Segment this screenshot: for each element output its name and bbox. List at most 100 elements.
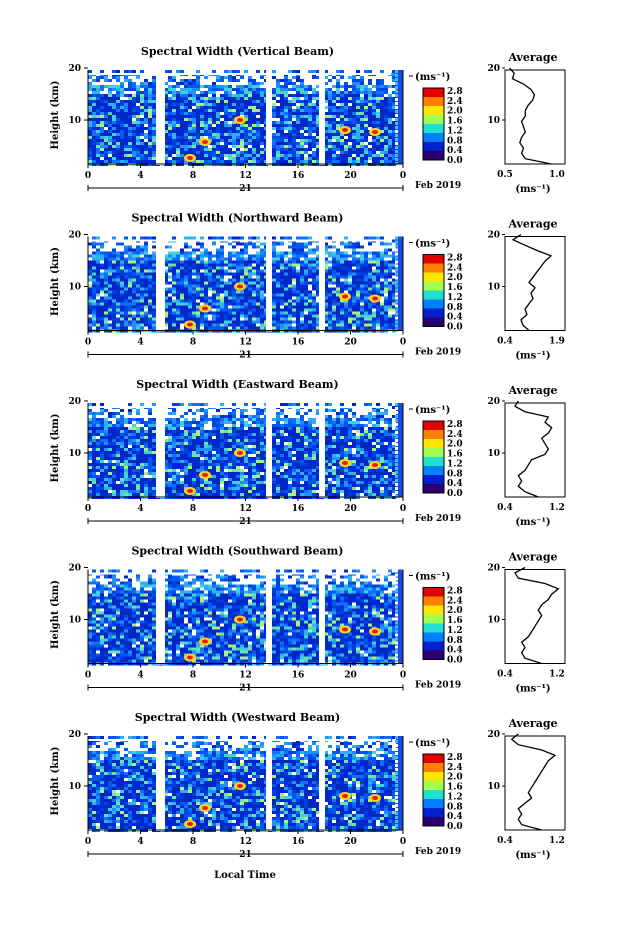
heatmap-cell bbox=[204, 151, 208, 154]
heatmap-cell bbox=[356, 257, 360, 261]
heatmap-cell bbox=[276, 148, 280, 151]
heatmap-cell bbox=[244, 112, 248, 115]
heatmap-cell bbox=[260, 82, 264, 85]
heatmap-cell bbox=[188, 85, 192, 88]
heatmap-cell bbox=[256, 127, 260, 130]
heatmap-cell bbox=[260, 278, 264, 282]
heatmap-cell bbox=[392, 112, 396, 115]
heatmap-cell bbox=[324, 112, 328, 115]
heatmap-cell bbox=[380, 109, 384, 112]
heatmap-cell bbox=[308, 272, 312, 276]
heatmap-cell bbox=[260, 269, 264, 273]
heatmap-cell bbox=[332, 130, 336, 133]
heatmap-cell bbox=[284, 97, 288, 100]
heatmap-cell bbox=[236, 299, 240, 303]
heatmap-cell bbox=[364, 278, 368, 282]
heatmap-cell bbox=[180, 317, 184, 321]
heatmap-cell bbox=[300, 148, 304, 151]
heatmap-cell bbox=[376, 97, 380, 100]
heatmap-cell bbox=[388, 157, 392, 160]
heatmap-cell bbox=[388, 278, 392, 282]
heatmap-cell bbox=[144, 154, 148, 157]
heatmap-cell bbox=[164, 139, 168, 142]
heatmap-cell bbox=[136, 242, 140, 246]
heatmap-cell bbox=[112, 305, 116, 309]
heatmap-cell bbox=[128, 79, 132, 82]
heatmap-cell bbox=[224, 115, 228, 118]
heatmap-cell bbox=[316, 112, 320, 115]
heatmap-cell bbox=[356, 130, 360, 133]
heatmap-cell bbox=[256, 91, 260, 94]
heatmap-cell bbox=[180, 145, 184, 148]
heatmap-cell bbox=[212, 269, 216, 273]
heatmap-cell bbox=[240, 257, 244, 261]
heatmap-cell bbox=[236, 112, 240, 115]
heatmap-cell bbox=[364, 269, 368, 273]
heatmap-cell bbox=[300, 103, 304, 106]
heatmap-cell bbox=[308, 127, 312, 130]
heatmap-cell bbox=[148, 121, 152, 124]
heatmap-cell bbox=[340, 115, 344, 118]
heatmap-cell bbox=[124, 236, 128, 240]
heatmap-cell bbox=[276, 94, 280, 97]
heatmap-cell bbox=[232, 305, 236, 309]
x-tick-label: 12 bbox=[239, 171, 252, 181]
heatmap-cell bbox=[308, 142, 312, 145]
heatmap-cell bbox=[308, 263, 312, 267]
heatmap-cell bbox=[276, 70, 280, 73]
heatmap-cell bbox=[148, 139, 152, 142]
heatmap-cell bbox=[328, 242, 332, 246]
heatmap-cell bbox=[120, 118, 124, 121]
heatmap-cell bbox=[392, 151, 396, 154]
heatmap-cell bbox=[292, 121, 296, 124]
heatmap-cell bbox=[248, 248, 252, 252]
heatmap-cell bbox=[224, 284, 228, 288]
heatmap-cell bbox=[120, 106, 124, 109]
heatmap-cell bbox=[316, 245, 320, 249]
heatmap-cell bbox=[360, 151, 364, 154]
heatmap-cell bbox=[280, 127, 284, 130]
heatmap-cell bbox=[276, 112, 280, 115]
heatmap-cell bbox=[308, 326, 312, 330]
heatmap-cell bbox=[364, 145, 368, 148]
heatmap-cell bbox=[144, 257, 148, 261]
heatmap-cell bbox=[248, 266, 252, 270]
heatmap-cell bbox=[328, 302, 332, 306]
heatmap-cell bbox=[260, 263, 264, 267]
heatmap-cell bbox=[172, 130, 176, 133]
heatmap-cell bbox=[272, 148, 276, 151]
heatmap-cell bbox=[216, 136, 220, 139]
heatmap-cell bbox=[256, 293, 260, 297]
heatmap-cell bbox=[368, 133, 372, 136]
heatmap-cell bbox=[352, 97, 356, 100]
heatmap-cell bbox=[132, 290, 136, 294]
heatmap-cell bbox=[216, 308, 220, 312]
heatmap-cell bbox=[328, 133, 332, 136]
heatmap-cell bbox=[392, 145, 396, 148]
heatmap-cell bbox=[164, 136, 168, 139]
heatmap-cell bbox=[224, 272, 228, 276]
heatmap-cell bbox=[308, 278, 312, 282]
heatmap-cell bbox=[324, 254, 328, 258]
heatmap-cell bbox=[336, 91, 340, 94]
heatmap-cell bbox=[356, 242, 360, 246]
heatmap-cell bbox=[216, 79, 220, 82]
heatmap-cell bbox=[364, 242, 368, 246]
heatmap-cell bbox=[168, 124, 172, 127]
heatmap-cell bbox=[196, 284, 200, 288]
heatmap-cell bbox=[252, 82, 256, 85]
heatmap-cell bbox=[152, 121, 156, 124]
heatmap-cell bbox=[324, 245, 328, 249]
heatmap-cell bbox=[236, 154, 240, 157]
heatmap-cell bbox=[280, 124, 284, 127]
heatmap-cell bbox=[144, 130, 148, 133]
heatmap-cell bbox=[380, 130, 384, 133]
heatmap-cell bbox=[180, 130, 184, 133]
heatmap-cell bbox=[364, 97, 368, 100]
heatmap-cell bbox=[360, 91, 364, 94]
heatmap-cell bbox=[108, 160, 112, 163]
heatmap-cell bbox=[180, 296, 184, 300]
heatmap-cell bbox=[124, 245, 128, 249]
heatmap-cell bbox=[148, 100, 152, 103]
heatmap-cell bbox=[168, 323, 172, 327]
